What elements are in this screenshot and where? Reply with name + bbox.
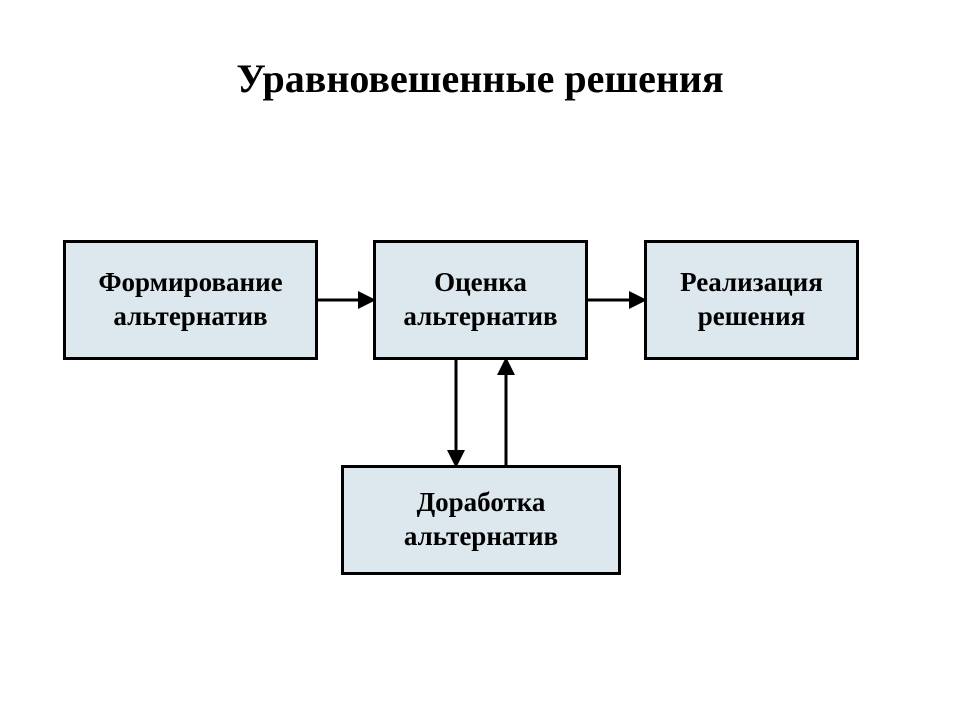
diagram-title: Уравновешенные решения [0, 55, 960, 102]
node-evaluation-of-alternatives: Оценка альтернатив [373, 240, 588, 360]
node-refinement-of-alternatives: Доработка альтернатив [341, 465, 621, 575]
node-formation-of-alternatives: Формирование альтернатив [63, 240, 318, 360]
edges-layer [0, 0, 960, 720]
diagram-canvas: Уравновешенные решения Формирование альт… [0, 0, 960, 720]
node-realization-of-decision: Реализация решения [644, 240, 859, 360]
